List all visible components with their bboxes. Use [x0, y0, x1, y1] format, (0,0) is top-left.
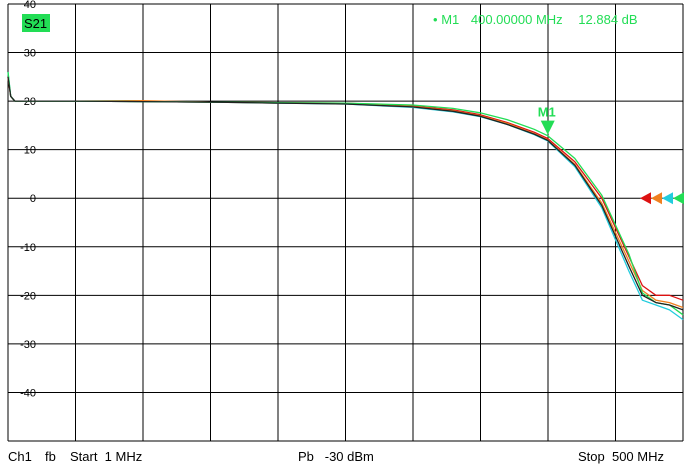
marker-m1-arrow[interactable] — [540, 120, 555, 135]
reference-arrow-green[interactable] — [673, 192, 684, 205]
footer-start: Start 1 MHz — [70, 449, 142, 464]
grid — [7, 3, 684, 442]
marker-readout-frequency: 400.00000 MHz — [471, 12, 563, 27]
marker-m1-label: M1 — [538, 105, 556, 120]
y-tick-label: -10 — [20, 242, 36, 254]
y-tick-label: 30 — [24, 48, 36, 60]
marker-readout-bullet: • — [433, 12, 438, 27]
y-tick-label: -30 — [20, 339, 36, 351]
y-tick-label: 20 — [24, 96, 36, 108]
footer-format: fb — [45, 449, 56, 464]
footer-channel: Ch1 — [8, 449, 32, 464]
y-tick-label: 40 — [24, 0, 36, 11]
y-tick-label: 10 — [24, 145, 36, 157]
y-tick-label: -40 — [20, 387, 36, 399]
marker-readout-value: 12.884 dB — [578, 12, 637, 27]
marker-readout: • M1 400.00000 MHz 12.884 dB — [433, 12, 638, 27]
footer-power: Pb -30 dBm — [298, 449, 374, 464]
marker-readout-name: M1 — [441, 12, 459, 27]
trace-label-badge[interactable] — [22, 14, 50, 32]
y-tick-label: -20 — [20, 290, 36, 302]
reference-arrow-cyan[interactable] — [662, 192, 673, 205]
reference-arrow-orange[interactable] — [651, 192, 662, 205]
marker-m1[interactable]: M1 — [538, 105, 556, 135]
y-tick-label: 0 — [30, 193, 36, 205]
trace-label: S21 — [24, 16, 47, 31]
footer-stop: Stop 500 MHz — [578, 449, 664, 464]
y-tick-labels: 40 30 20 10 0 -10 -20 -30 -40 — [20, 0, 36, 399]
reference-arrow-red[interactable] — [640, 192, 651, 205]
reference-arrows — [640, 192, 684, 205]
traces — [7, 71, 684, 321]
trace-dark — [7, 76, 684, 311]
